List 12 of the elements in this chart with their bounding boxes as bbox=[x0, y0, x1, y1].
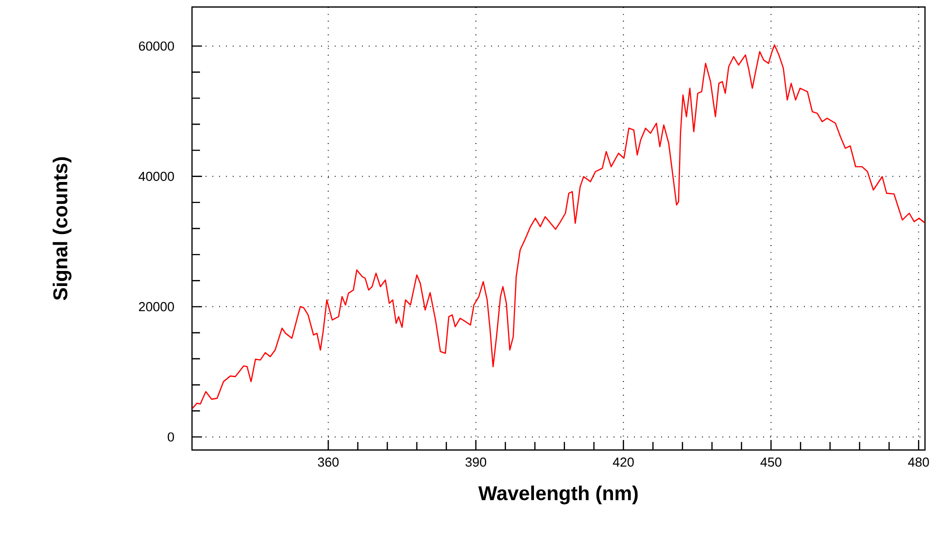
y-tick-label: 0 bbox=[168, 432, 174, 442]
x-tick-label: 420 bbox=[612, 458, 634, 467]
x-tick-label: 390 bbox=[466, 458, 486, 467]
y-tick-label: 40000 bbox=[138, 172, 174, 181]
x-tick-label: 360 bbox=[318, 458, 339, 467]
y-axis-title: Signal (counts) bbox=[52, 157, 72, 300]
line-series bbox=[192, 44, 925, 409]
x-tick-label: 450 bbox=[760, 458, 782, 467]
y-tick-label: 20000 bbox=[138, 302, 174, 312]
x-tick-label: 480 bbox=[908, 458, 929, 467]
y-tick-label: 60000 bbox=[138, 41, 174, 51]
x-axis-title: Wavelength (nm) bbox=[478, 486, 638, 504]
